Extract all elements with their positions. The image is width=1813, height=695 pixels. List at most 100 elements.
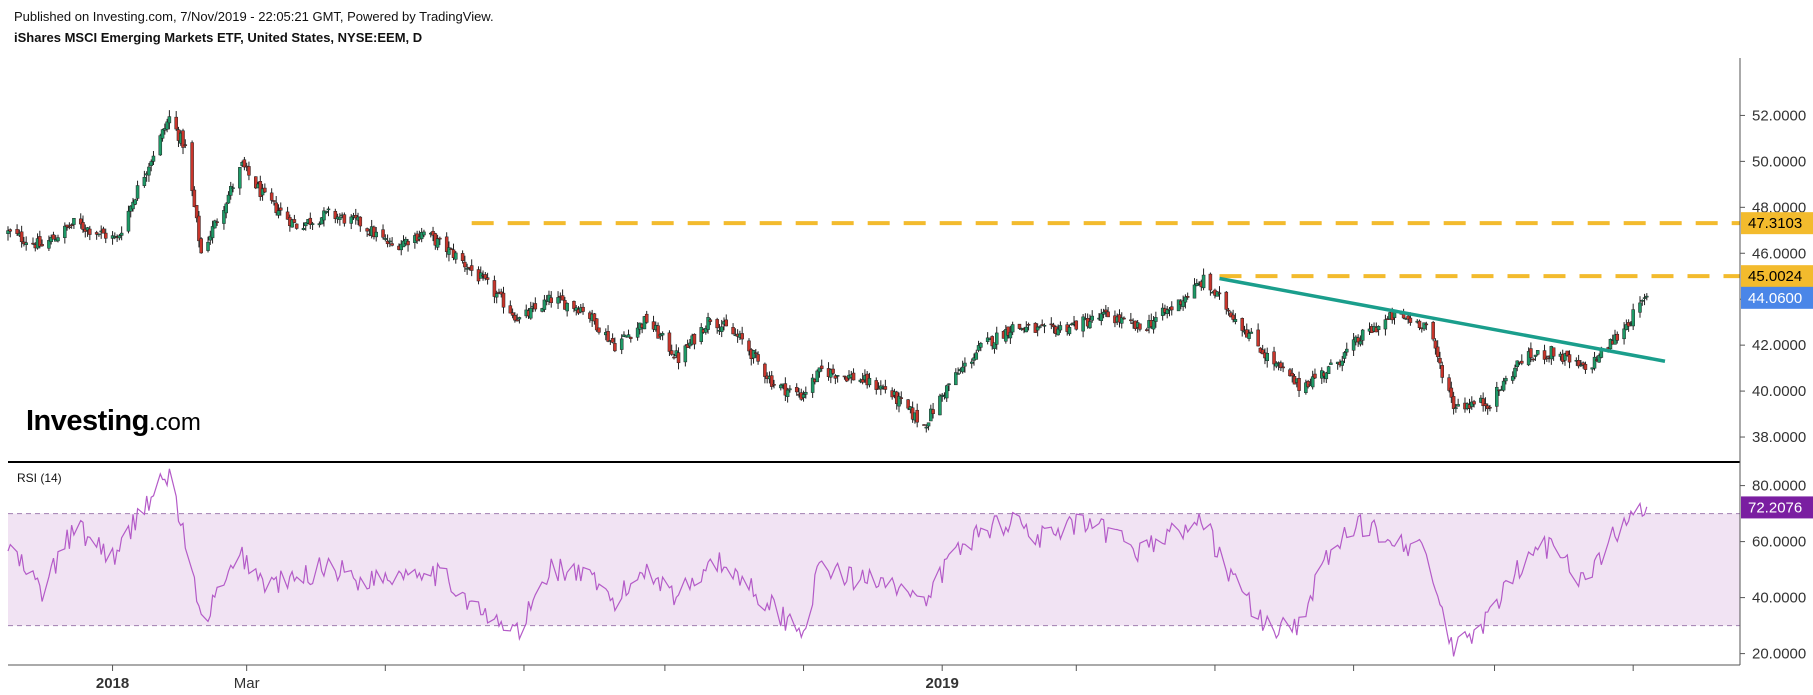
candle-body	[1520, 360, 1524, 364]
time-tick-label: Mar	[234, 675, 260, 692]
candle-body	[1201, 274, 1206, 289]
candle-body	[1024, 326, 1029, 333]
candle-body	[208, 235, 213, 241]
candle-body	[629, 336, 633, 339]
candle-body	[1306, 381, 1310, 388]
candle-body	[960, 366, 965, 373]
candle-body	[469, 265, 474, 271]
candle-body	[1272, 351, 1276, 365]
candle-body	[151, 155, 156, 162]
candle-body	[1106, 311, 1110, 318]
candle-body	[190, 142, 194, 191]
candle-body	[1551, 347, 1556, 357]
candle-body	[938, 395, 942, 416]
candle-body	[1165, 309, 1169, 314]
candle-body	[224, 203, 228, 214]
candle-body	[81, 222, 85, 230]
candle-body	[1176, 299, 1181, 312]
candle-body	[390, 243, 394, 246]
candle-body	[135, 185, 140, 199]
resistance-badge-label: 45.0024	[1748, 268, 1802, 285]
candle-body	[1192, 284, 1197, 299]
price-tick-label: 50.0000	[1752, 153, 1806, 170]
price-tick-label: 48.0000	[1752, 199, 1806, 216]
candle-body	[1058, 325, 1063, 331]
candle-body	[485, 277, 490, 280]
candle-body	[1638, 302, 1642, 313]
candle-body	[867, 378, 872, 386]
candle-body	[860, 379, 865, 383]
candle-body	[1181, 300, 1185, 307]
candle-body	[969, 361, 974, 364]
candle-body	[1642, 297, 1647, 299]
candle-body	[831, 368, 835, 374]
candle-body	[1501, 380, 1506, 391]
candle-body	[1249, 331, 1254, 334]
candle-body	[994, 332, 999, 345]
candle-body	[1510, 376, 1515, 381]
candle-body	[708, 319, 713, 322]
candle-body	[324, 210, 328, 213]
candle-body	[1454, 407, 1458, 410]
candle-body	[419, 232, 424, 240]
candle-body	[1422, 322, 1426, 330]
candle-body	[215, 221, 219, 223]
candle-body	[606, 331, 610, 342]
candle-body	[683, 345, 688, 363]
candle-body	[238, 167, 242, 189]
candle-body	[438, 237, 442, 240]
candle-body	[465, 268, 469, 270]
candle-body	[990, 336, 994, 347]
candle-body	[1329, 362, 1333, 365]
candle-body	[47, 240, 51, 249]
candle-body	[1451, 396, 1456, 409]
candle-body	[483, 274, 488, 279]
candle-body	[1383, 319, 1388, 330]
candle-body	[660, 333, 665, 336]
candle-body	[1640, 300, 1645, 302]
candle-body	[1122, 317, 1126, 320]
candle-body	[274, 202, 278, 214]
candle-body	[1565, 350, 1570, 357]
candle-body	[183, 144, 188, 146]
candle-body	[1531, 358, 1535, 361]
candle-body	[1208, 273, 1213, 291]
candle-body	[1010, 324, 1015, 333]
candle-body	[290, 219, 294, 228]
candle-body	[1256, 329, 1260, 347]
candle-body	[449, 248, 453, 250]
candle-body	[1069, 323, 1074, 326]
candle-body	[754, 352, 758, 354]
candle-body	[1533, 354, 1538, 357]
candle-body	[976, 345, 981, 351]
price-tick-label: 52.0000	[1752, 107, 1806, 124]
candle-body	[1472, 401, 1476, 405]
candle-body	[979, 342, 983, 348]
candle-body	[1279, 362, 1283, 369]
candle-body	[1597, 355, 1601, 363]
candle-body	[1579, 364, 1583, 367]
candle-body	[40, 244, 44, 247]
candle-body	[515, 319, 519, 322]
candle-body	[463, 261, 467, 268]
candle-body	[1074, 320, 1079, 330]
candle-body	[1026, 324, 1031, 326]
candle-body	[494, 293, 499, 298]
candle-body	[222, 210, 226, 224]
resistance-badge-label: 47.3103	[1748, 215, 1802, 232]
candle-body	[1542, 350, 1547, 360]
candle-body	[304, 222, 308, 227]
candle-body	[117, 235, 122, 239]
candle-body	[1513, 367, 1517, 378]
candle-body	[1456, 404, 1460, 407]
trendline	[1219, 276, 1666, 363]
rsi-tick-label: 80.0000	[1752, 478, 1806, 495]
candle-body	[242, 159, 247, 168]
candle-body	[1433, 340, 1438, 349]
candle-body	[724, 319, 729, 327]
candle-body	[788, 388, 792, 391]
candle-body	[192, 189, 197, 207]
candle-body	[844, 376, 849, 382]
candle-body	[956, 373, 960, 375]
candle-body	[354, 214, 358, 219]
